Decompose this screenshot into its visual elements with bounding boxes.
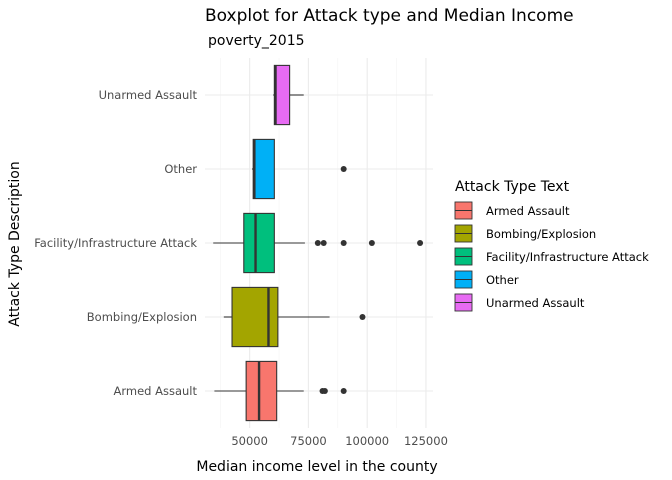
x-tick-label: 100000 [345,434,389,448]
x-tick-label: 75000 [290,434,327,448]
legend-label: Other [486,273,519,287]
box-series [213,64,424,422]
chart-subtitle: poverty_2015 [208,33,305,49]
outlier-point [368,240,375,246]
legend: Attack Type Text Armed Assault Bombing/Ex… [454,179,649,312]
y-axis-title: Attack Type Description [7,161,23,326]
x-tick-label: 125000 [404,434,448,448]
y-tick-label: Facility/Infrastructure Attack [34,236,197,250]
legend-label: Facility/Infrastructure Attack [486,250,649,264]
box-iqr [231,286,279,348]
outlier-point [340,166,347,172]
chart-title: Boxplot for Attack type and Median Incom… [205,6,574,26]
outlier-point [359,314,366,320]
box-armed-assault [214,360,347,422]
box-iqr [245,360,278,422]
box-unarmed-assault [273,64,304,126]
legend-label: Bombing/Explosion [486,227,596,241]
y-tick-label: Other [164,162,197,176]
box-bombing-explosion [223,286,366,348]
x-axis-title: Median income level in the county [196,459,437,475]
legend-label: Unarmed Assault [486,296,585,310]
y-tick-label: Armed Assault [113,384,197,398]
box-iqr [252,138,275,200]
outlier-point [314,240,321,246]
y-tick-label: Unarmed Assault [99,88,198,102]
legend-label: Armed Assault [486,204,570,218]
box-iqr [243,212,275,274]
x-tick-label: 50000 [231,434,268,448]
outlier-point [340,388,347,394]
outlier-point [321,388,328,394]
x-axis-ticks: 50000 75000 100000 125000 [231,434,448,448]
outlier-point [320,240,327,246]
outlier-point [340,240,347,246]
outlier-point [417,240,424,246]
box-other [252,138,347,200]
legend-title: Attack Type Text [455,179,570,195]
y-tick-label: Bombing/Explosion [87,310,197,324]
y-axis-ticks: Armed Assault Bombing/Explosion Facility/I… [34,88,197,398]
box-facility-infrastructure-attack [213,212,424,274]
